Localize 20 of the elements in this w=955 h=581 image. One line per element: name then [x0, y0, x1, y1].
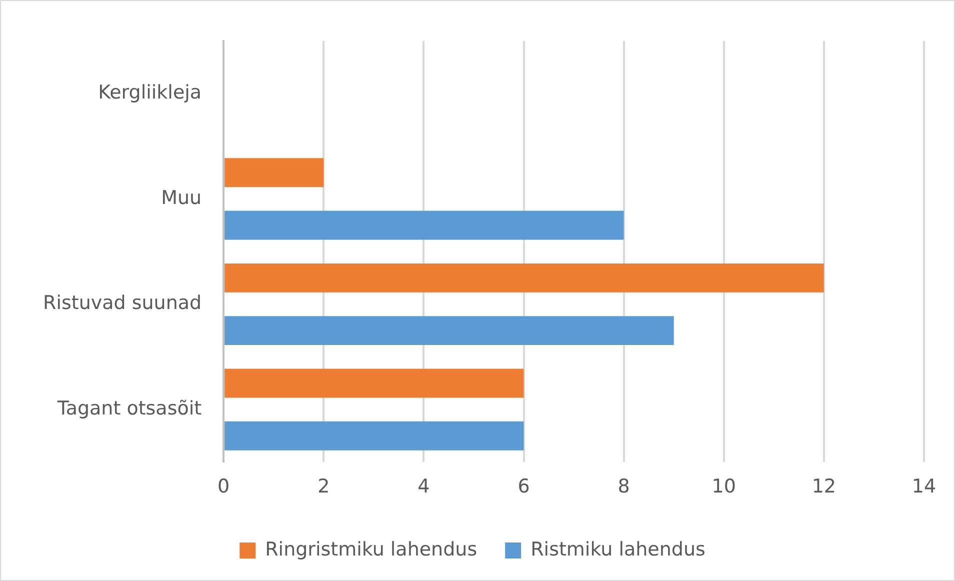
x-tick-label: 4	[418, 476, 430, 498]
x-tick-label: 2	[318, 476, 330, 498]
bar	[224, 210, 624, 240]
y-tick-label: Ristuvad suunad	[42, 292, 202, 314]
bar	[224, 263, 824, 292]
bar	[224, 316, 674, 346]
y-tick-label: Tagant otsasõit	[56, 397, 202, 420]
x-tick-label: 14	[912, 476, 936, 498]
legend-label: Ringristmiku lahendus	[265, 538, 478, 560]
y-tick-label: Kergliikleja	[98, 82, 202, 104]
legend-label: Ristmiku lahendus	[530, 538, 706, 560]
x-tick-label: 12	[812, 476, 836, 498]
bar	[224, 158, 324, 188]
y-tick-label: Muu	[161, 186, 202, 209]
x-tick-label: 8	[618, 476, 630, 498]
x-tick-label: 10	[712, 476, 736, 498]
x-tick-label: 6	[518, 476, 530, 498]
bar	[224, 421, 524, 450]
bar	[224, 368, 524, 398]
x-tick-label: 0	[218, 476, 230, 498]
